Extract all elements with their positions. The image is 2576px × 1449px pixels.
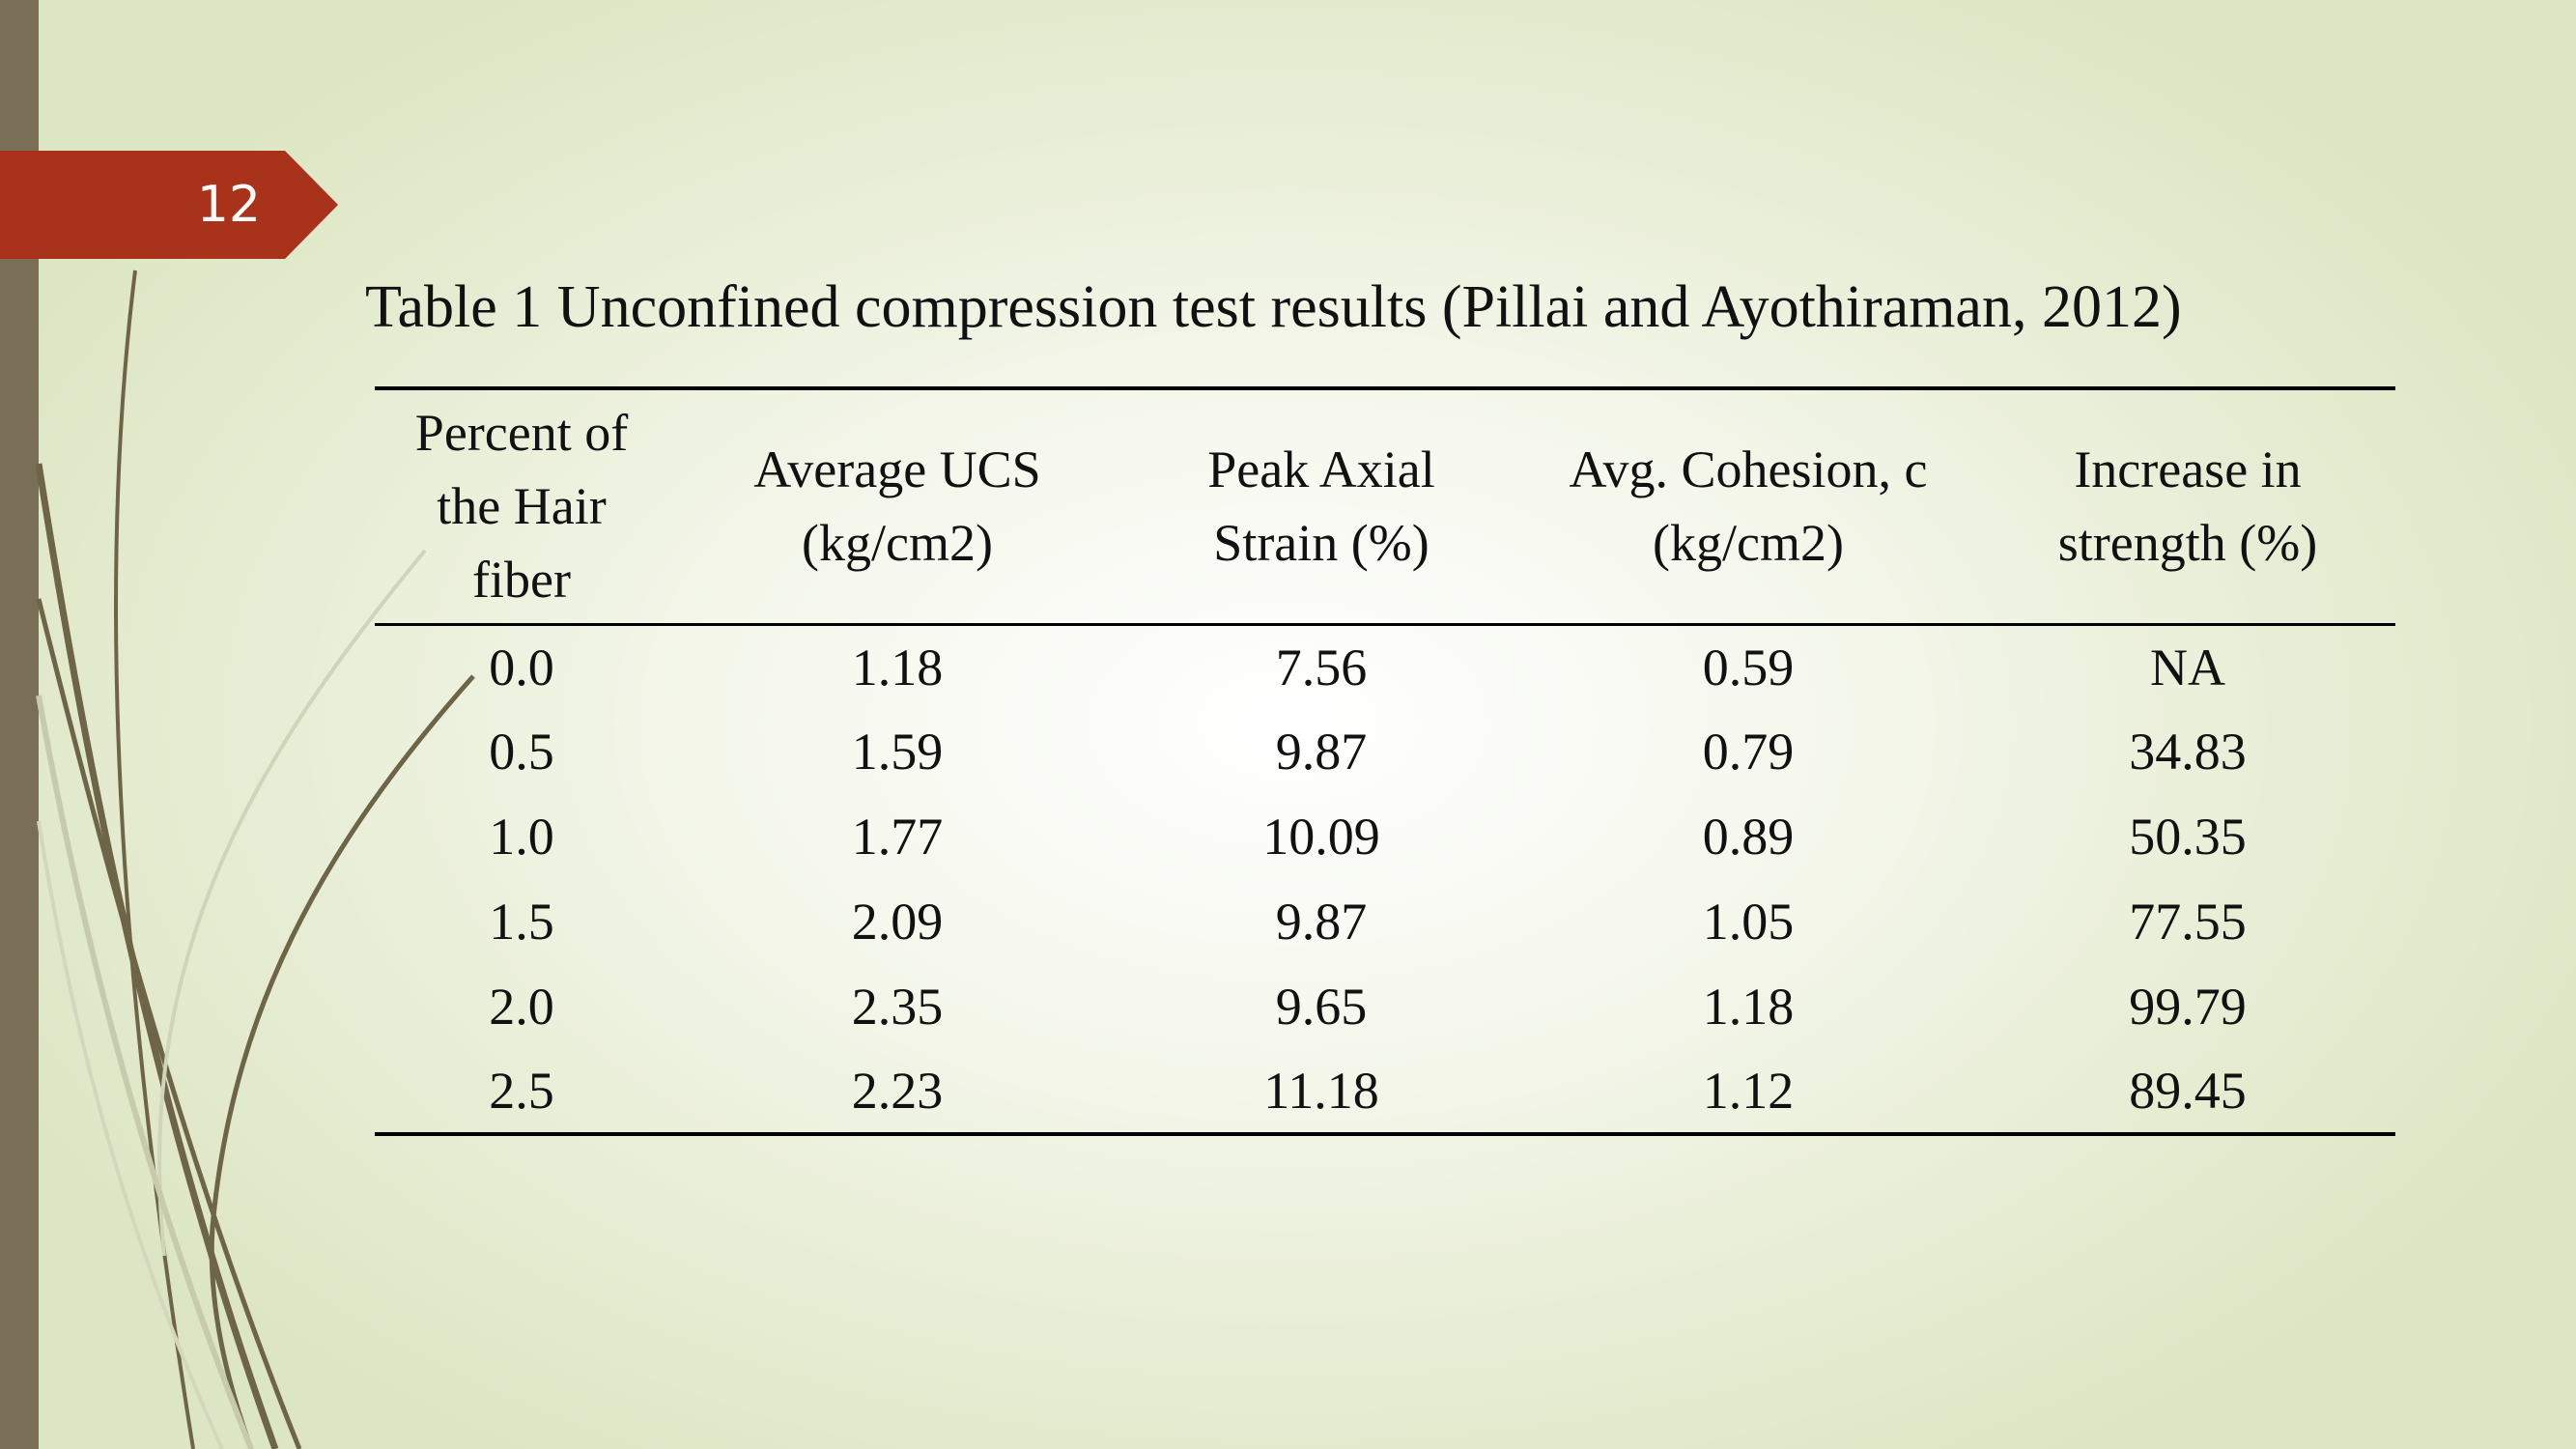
cell-fiber-percent: 1.0 bbox=[489, 808, 554, 866]
cell-strength-increase: 34.83 bbox=[2129, 723, 2247, 781]
cell-strength-increase: 77.55 bbox=[2129, 893, 2247, 951]
slide-number: 12 bbox=[196, 176, 261, 234]
cell-peak-axial-strain: 7.56 bbox=[1275, 638, 1368, 696]
cell-avg-cohesion: 1.18 bbox=[1702, 978, 1795, 1036]
cell-average-ucs: 2.23 bbox=[851, 1062, 944, 1120]
cell-peak-axial-strain: 10.09 bbox=[1262, 808, 1380, 866]
cell-fiber-percent: 0.0 bbox=[489, 638, 554, 696]
cell-average-ucs: 2.09 bbox=[851, 893, 944, 951]
table-row: 2.0 2.35 9.65 1.18 99.79 bbox=[375, 964, 2395, 1049]
slide-number-tab bbox=[0, 151, 338, 259]
header-avg-cohesion: Avg. Cohesion, c (kg/cm2) bbox=[1569, 440, 1928, 573]
cell-peak-axial-strain: 9.87 bbox=[1275, 893, 1368, 951]
cell-avg-cohesion: 0.89 bbox=[1702, 808, 1795, 866]
cell-strength-increase: 99.79 bbox=[2129, 978, 2247, 1036]
cell-peak-axial-strain: 9.65 bbox=[1275, 978, 1368, 1036]
cell-fiber-percent: 2.0 bbox=[489, 978, 554, 1036]
cell-avg-cohesion: 1.12 bbox=[1702, 1062, 1795, 1120]
cell-strength-increase: 50.35 bbox=[2129, 808, 2247, 866]
header-average-ucs: Average UCS (kg/cm2) bbox=[753, 440, 1041, 573]
cell-average-ucs: 1.59 bbox=[851, 723, 944, 781]
header-fiber-percent: Percent of the Hair fiber bbox=[414, 404, 629, 610]
cell-fiber-percent: 2.5 bbox=[489, 1062, 554, 1120]
cell-fiber-percent: 1.5 bbox=[489, 893, 554, 951]
cell-peak-axial-strain: 11.18 bbox=[1263, 1062, 1379, 1120]
table-header: Percent of the Hair fiber Average UCS (k… bbox=[375, 388, 2395, 624]
table-caption: Table 1 Unconfined compression test resu… bbox=[365, 274, 2182, 340]
table-row: 0.0 1.18 7.56 0.59 NA bbox=[375, 624, 2395, 709]
table-row: 1.5 2.09 9.87 1.05 77.55 bbox=[375, 879, 2395, 964]
cell-fiber-percent: 0.5 bbox=[489, 723, 554, 781]
header-strength-increase: Increase in strength (%) bbox=[2057, 440, 2318, 573]
results-table: Percent of the Hair fiber Average UCS (k… bbox=[375, 386, 2395, 1136]
cell-average-ucs: 1.18 bbox=[851, 638, 944, 696]
table-row: 1.0 1.77 10.09 0.89 50.35 bbox=[375, 794, 2395, 879]
table-body: 0.0 1.18 7.56 0.59 NA 0.5 1.59 9.87 0.79… bbox=[375, 624, 2395, 1134]
cell-strength-increase: 89.45 bbox=[2129, 1062, 2247, 1120]
table-row: 2.5 2.23 11.18 1.12 89.45 bbox=[375, 1049, 2395, 1134]
table-row: 0.5 1.59 9.87 0.79 34.83 bbox=[375, 709, 2395, 794]
cell-strength-increase: NA bbox=[2150, 638, 2225, 696]
cell-avg-cohesion: 1.05 bbox=[1702, 893, 1795, 951]
header-peak-axial-strain: Peak Axial Strain (%) bbox=[1207, 440, 1435, 573]
cell-average-ucs: 1.77 bbox=[851, 808, 944, 866]
cell-peak-axial-strain: 9.87 bbox=[1275, 723, 1368, 781]
cell-avg-cohesion: 0.59 bbox=[1702, 638, 1795, 696]
header-row: Percent of the Hair fiber Average UCS (k… bbox=[375, 388, 2395, 624]
cell-average-ucs: 2.35 bbox=[851, 978, 944, 1036]
cell-avg-cohesion: 0.79 bbox=[1702, 723, 1795, 781]
